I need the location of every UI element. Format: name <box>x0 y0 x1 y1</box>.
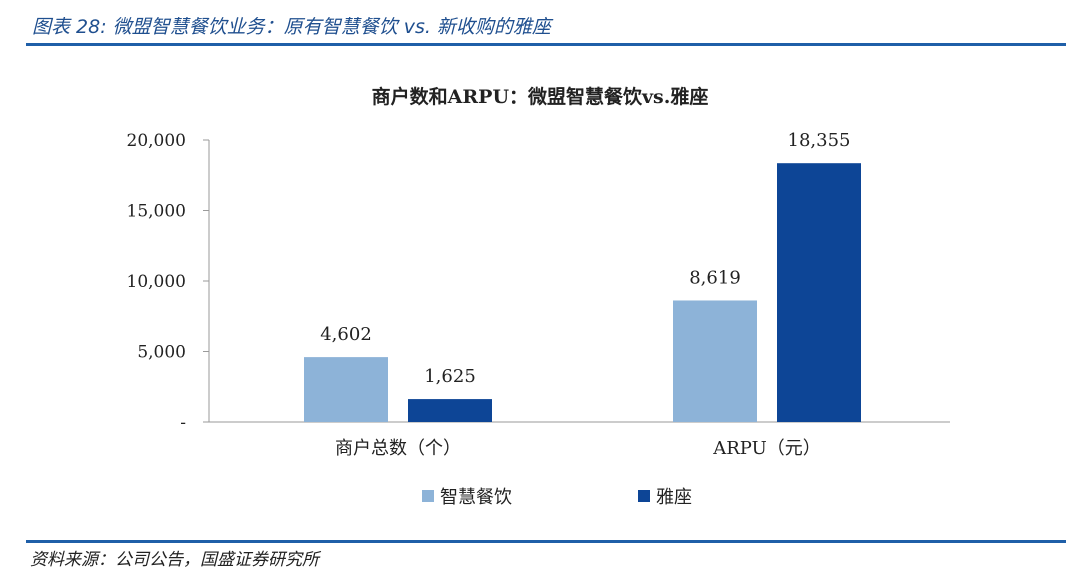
y-tick-label: 20,000 <box>127 131 186 151</box>
figure-header: 图表 28: 微盟智慧餐饮业务：原有智慧餐饮 vs. 新收购的雅座 <box>26 0 1066 46</box>
bar <box>408 399 492 422</box>
legend-label: 雅座 <box>656 487 692 508</box>
data-label: 4,602 <box>320 324 372 345</box>
x-category-label: ARPU（元） <box>712 438 821 459</box>
legend-label: 智慧餐饮 <box>440 487 512 508</box>
legend-swatch <box>422 490 434 502</box>
bar <box>777 163 861 422</box>
legend-swatch <box>638 490 650 502</box>
data-label: 1,625 <box>424 366 476 387</box>
chart-title: 商户数和ARPU：微盟智慧餐饮vs.雅座 <box>371 86 709 108</box>
data-label: 8,619 <box>689 267 741 288</box>
y-tick-label: 15,000 <box>127 202 186 222</box>
figure-source: 资料来源：公司公告，国盛证券研究所 <box>30 550 319 570</box>
figure-caption: 图表 28: 微盟智慧餐饮业务：原有智慧餐饮 vs. 新收购的雅座 <box>32 16 551 38</box>
y-tick-label: - <box>180 413 186 433</box>
y-tick-label: 10,000 <box>127 272 186 292</box>
bar <box>673 300 757 422</box>
x-category-label: 商户总数（个） <box>335 438 461 459</box>
bar <box>304 357 388 422</box>
y-tick-label: 5,000 <box>137 343 186 363</box>
figure-footer-rule <box>26 540 1066 543</box>
data-label: 18,355 <box>788 130 851 151</box>
